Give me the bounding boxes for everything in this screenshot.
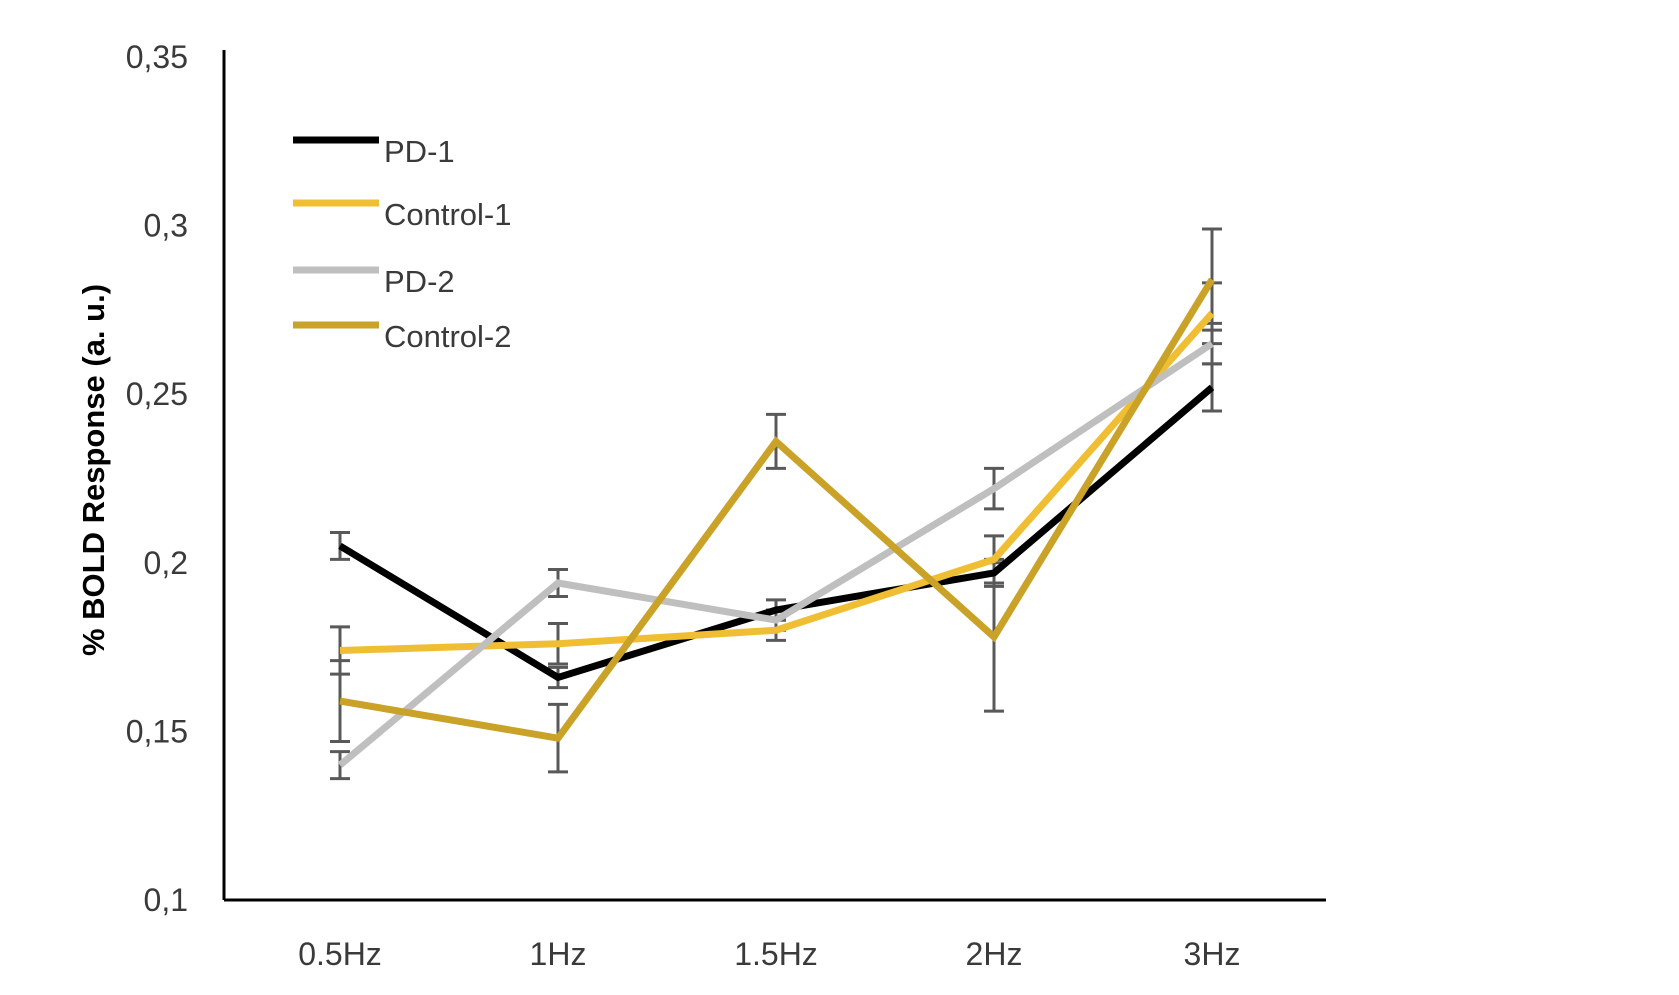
y-tick-label: 0,35 (126, 39, 188, 75)
y-tick-label: 0,2 (144, 545, 188, 581)
y-axis-label: % BOLD Response (a. u.) (76, 284, 111, 656)
y-tick-label: 0,3 (144, 208, 188, 244)
y-tick-labels: 0,1 0,15 0,2 0,25 0,3 0,35 (126, 39, 188, 918)
legend-label: PD-1 (384, 134, 455, 169)
y-tick-label: 0,15 (126, 713, 188, 749)
y-tick-label: 0,25 (126, 376, 188, 412)
legend-label: PD-2 (384, 264, 455, 299)
series-line-control-2 (339, 277, 1215, 742)
y-tick-label: 0,1 (144, 882, 188, 918)
x-tick-label: 0.5Hz (298, 936, 382, 972)
legend-item: PD-1 (293, 134, 455, 169)
series-line-pd-2 (337, 340, 1214, 768)
legend-item: Control-2 (293, 319, 512, 354)
x-tick-label: 3Hz (1184, 936, 1241, 972)
x-tick-label: 1.5Hz (734, 936, 818, 972)
legend-item: Control-1 (293, 197, 512, 232)
series-line-pd-1 (338, 384, 1215, 682)
legend-label: Control-1 (384, 197, 512, 232)
legend-label: Control-2 (384, 319, 512, 354)
legend-item: PD-2 (293, 264, 455, 299)
x-tick-labels: 0.5Hz 1Hz 1.5Hz 2Hz 3Hz (298, 936, 1240, 972)
x-tick-label: 1Hz (530, 936, 587, 972)
x-tick-label: 2Hz (966, 936, 1023, 972)
axes (222, 50, 1326, 902)
series-lines (337, 277, 1215, 768)
legend: PD-1 Control-1 PD-2 Control-2 (293, 134, 512, 354)
error-bars (330, 227, 1222, 781)
